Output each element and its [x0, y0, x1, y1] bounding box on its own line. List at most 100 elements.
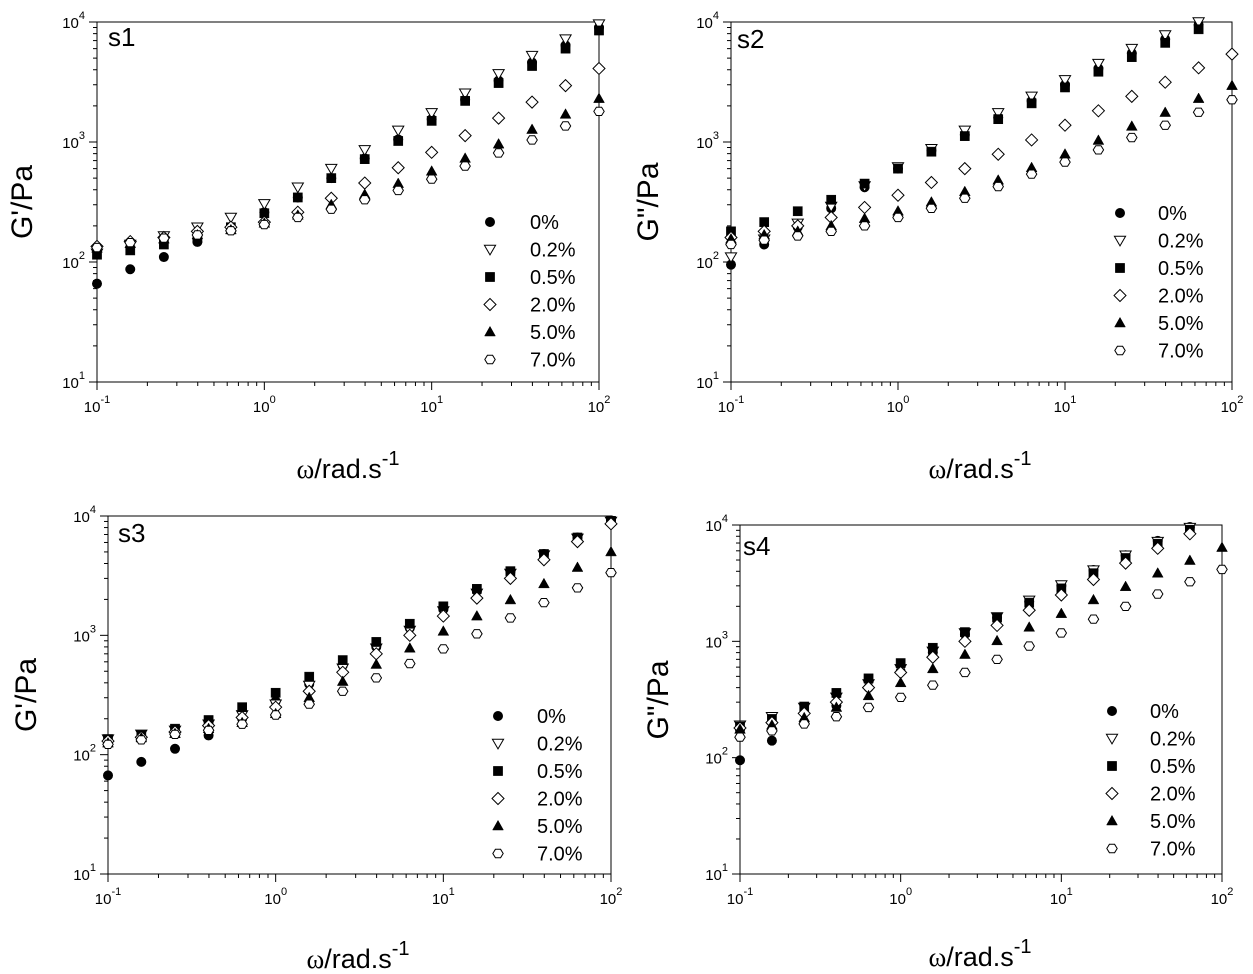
y-tick-label: 104 — [696, 10, 719, 32]
tick-exponent: 2 — [722, 746, 728, 758]
tick-base: 10 — [1054, 399, 1071, 416]
data-point — [224, 212, 238, 224]
data-point — [504, 613, 517, 623]
data-point — [958, 634, 972, 649]
data-point — [492, 148, 505, 158]
data-point — [570, 534, 585, 549]
legend: 0% 0.2% 0.5% 2.0% 5.0% 7.0% — [483, 212, 576, 372]
x-tick-label: 101 — [420, 394, 443, 416]
tick-base: 10 — [73, 748, 90, 765]
x-label-exponent: -1 — [1014, 936, 1032, 958]
tick-exponent: 4 — [713, 10, 719, 22]
x-tick-label: 100 — [887, 394, 910, 416]
tick-base: 10 — [889, 891, 906, 908]
data-point — [830, 701, 843, 712]
x-tick-label: 100 — [253, 394, 276, 416]
data-point — [404, 658, 416, 669]
x-tick-label: 10-1 — [727, 886, 753, 908]
data-point — [1055, 628, 1068, 638]
data-point — [225, 226, 237, 236]
data-point — [370, 658, 383, 669]
legend: 0% 0.2% 0.5% 2.0% 5.0% 7.0% — [1113, 203, 1204, 363]
data-point — [992, 181, 1004, 192]
data-point — [1087, 614, 1100, 624]
data-point — [926, 662, 939, 674]
y-tick-label: 102 — [705, 746, 728, 768]
data-point — [1023, 641, 1035, 651]
legend-marker — [1105, 733, 1119, 745]
data-point — [526, 135, 538, 145]
data-point — [425, 165, 438, 176]
data-point — [604, 517, 618, 531]
data-point — [103, 770, 114, 781]
tick-base: 10 — [1221, 399, 1238, 416]
data-point — [359, 154, 370, 164]
data-point — [136, 756, 147, 767]
data-point — [959, 193, 971, 203]
y-tick-label: 104 — [62, 10, 85, 32]
data-point — [336, 675, 349, 686]
legend-marker — [1106, 843, 1118, 854]
data-point — [1159, 106, 1172, 117]
x-tick-label: 100 — [264, 886, 287, 908]
x-axis: 10-1 100 101 102 — [84, 382, 610, 416]
data-point — [304, 671, 315, 682]
data-point — [470, 591, 484, 605]
legend-label: 0.2% — [1150, 729, 1196, 751]
legend-label: 0.5% — [1158, 258, 1204, 280]
data-point — [492, 138, 505, 149]
data-point — [1216, 564, 1228, 575]
series-7.0% — [725, 95, 1238, 250]
x-label-exponent: -1 — [392, 938, 410, 960]
data-point — [92, 278, 103, 289]
x-tick-label: 100 — [889, 886, 912, 908]
tick-exponent: 2 — [713, 250, 719, 262]
tick-base: 10 — [264, 891, 281, 908]
legend-label: 0.2% — [537, 734, 583, 756]
data-points — [733, 522, 1228, 766]
data-point — [358, 176, 372, 190]
tick-exponent: 1 — [90, 862, 96, 874]
data-point — [527, 61, 537, 71]
data-point — [1119, 580, 1132, 591]
x-axis-label: ω/rad.s-1 — [306, 938, 409, 974]
data-point — [325, 204, 338, 214]
tick-exponent: 1 — [79, 370, 85, 382]
data-point — [437, 644, 450, 654]
data-point — [559, 121, 572, 131]
data-point — [125, 264, 136, 275]
legend-label: 2.0% — [530, 295, 576, 317]
legend-label: 0.2% — [1158, 231, 1204, 253]
chart-panel-s1: 10-1 100 101 102101102103104G'/Paω/rad.s-1s… — [6, 10, 610, 484]
data-point — [403, 642, 416, 653]
data-point — [292, 192, 303, 203]
tick-base: 10 — [62, 135, 79, 152]
tick-exponent: 3 — [722, 629, 728, 641]
legend-marker — [491, 791, 505, 806]
tick-exponent: -1 — [111, 886, 121, 898]
data-point — [798, 719, 810, 729]
data-point — [891, 188, 905, 202]
data-point — [724, 252, 738, 264]
legend-label: 0.5% — [537, 761, 583, 783]
panel-title: s1 — [108, 22, 135, 52]
data-points — [724, 17, 1239, 270]
chart-panel-s3: 10-1 100 101 102101102103104G'/Paω/rad.s-1s… — [10, 504, 622, 974]
data-point — [571, 561, 584, 572]
data-point — [1225, 47, 1239, 61]
data-point — [1192, 107, 1205, 117]
data-point — [158, 252, 169, 263]
tick-base: 10 — [600, 891, 617, 908]
data-point — [1193, 24, 1204, 35]
x-tick-label: 10-1 — [718, 394, 744, 416]
y-tick-label: 102 — [62, 250, 85, 272]
data-point — [1158, 75, 1172, 89]
data-point — [1192, 92, 1205, 103]
tick-exponent: 4 — [90, 504, 96, 516]
tick-exponent: 2 — [90, 743, 96, 755]
data-point — [102, 739, 114, 749]
tick-base: 10 — [62, 255, 79, 272]
data-point — [1025, 169, 1038, 179]
